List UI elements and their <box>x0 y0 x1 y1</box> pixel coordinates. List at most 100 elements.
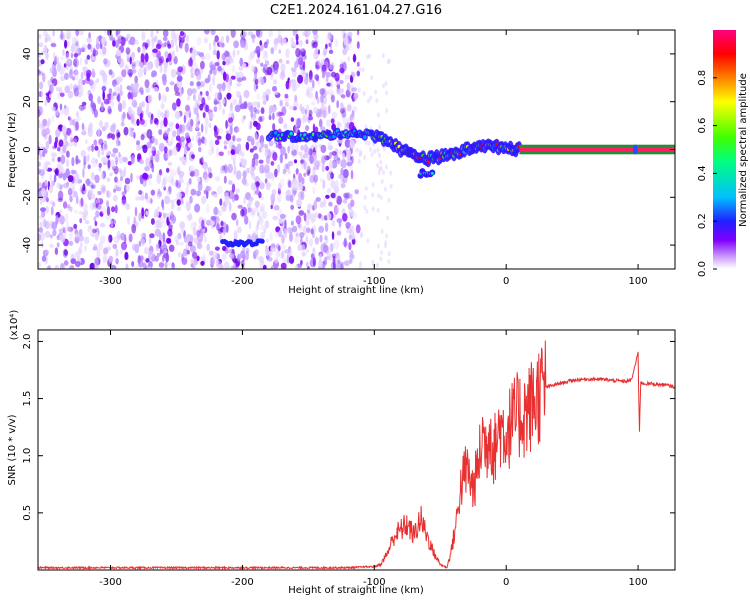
noise-dot <box>108 255 114 263</box>
noise-dot <box>88 79 94 86</box>
noise-dot <box>120 249 123 255</box>
noise-dot <box>96 36 100 46</box>
noise-dot <box>351 71 356 78</box>
noise-dot <box>110 124 116 133</box>
noise-dot <box>210 30 216 36</box>
noise-dot <box>86 37 92 43</box>
noise-dot <box>176 191 182 199</box>
noise-dot <box>134 206 138 217</box>
noise-dot <box>253 207 259 213</box>
noise-dot <box>254 158 259 167</box>
noise-dot <box>107 150 112 156</box>
x-tick-label: 0 <box>503 276 509 287</box>
noise-dot <box>260 62 264 67</box>
noise-dot <box>249 105 254 113</box>
noise-dot <box>46 265 51 269</box>
noise-dot <box>243 31 248 37</box>
noise-dot <box>181 160 187 166</box>
noise-dot <box>65 58 71 65</box>
noise-dot <box>145 264 148 269</box>
noise-dot <box>254 181 261 187</box>
noise-dot <box>151 38 155 49</box>
noise-dot <box>83 202 88 212</box>
snr-line <box>38 340 675 570</box>
noise-dot <box>45 220 50 230</box>
noise-dot <box>141 144 148 149</box>
snr-panel: -300 -200 -100 0 100 0.5 1.0 1.5 2.0 Height of … <box>7 310 676 596</box>
noise-dot <box>183 248 188 257</box>
noise-dot <box>54 109 60 116</box>
noise-dot <box>230 30 236 38</box>
noise-dot <box>140 232 144 239</box>
noise-dot <box>248 54 253 62</box>
noise-dot <box>149 173 153 179</box>
ridge-core <box>289 131 293 136</box>
noise-dot <box>152 48 158 54</box>
noise-dot <box>80 72 84 80</box>
noise-dot <box>214 127 220 136</box>
noise-dot <box>389 184 393 189</box>
noise-dot <box>278 111 284 117</box>
noise-dot <box>103 247 109 255</box>
noise-dot <box>103 58 108 65</box>
noise-dot <box>213 206 219 216</box>
noise-dot <box>98 162 102 168</box>
noise-dot <box>270 264 276 269</box>
noise-dot <box>111 206 116 213</box>
noise-dot <box>210 256 215 266</box>
noise-dot <box>272 215 279 221</box>
noise-dot <box>78 210 84 215</box>
noise-dot <box>68 231 74 241</box>
noise-dot <box>163 151 169 161</box>
noise-dot <box>191 251 198 259</box>
noise-dot <box>181 253 184 262</box>
noise-dot <box>185 104 190 112</box>
noise-dot <box>294 61 299 68</box>
noise-dot <box>150 189 156 196</box>
noise-dot <box>51 106 56 112</box>
noise-dot <box>56 110 59 117</box>
noise-dot <box>231 212 237 221</box>
noise-dot <box>170 169 177 177</box>
noise-dot <box>221 205 227 212</box>
noise-dot <box>351 87 358 92</box>
noise-dot <box>243 196 246 205</box>
noise-dot <box>110 264 117 269</box>
noise-dot <box>272 151 278 161</box>
noise-dot <box>371 182 375 188</box>
noise-dot <box>58 139 64 147</box>
noise-dot <box>233 165 237 175</box>
colorbar-tick-label: 0.0 <box>697 261 708 277</box>
noise-dot <box>40 212 43 218</box>
noise-dot <box>156 150 161 157</box>
noise-dot <box>320 126 326 132</box>
noise-dot <box>214 92 220 101</box>
x-tick-label: 0 <box>503 577 509 588</box>
noise-dot <box>193 168 200 177</box>
noise-dot <box>44 127 51 135</box>
noise-dot <box>74 251 81 259</box>
chart-title: C2E1.2024.161.04.27.G16 <box>270 3 442 18</box>
noise-dot <box>43 30 48 38</box>
noise-dot <box>38 42 44 48</box>
noise-dot <box>167 141 173 147</box>
noise-dot <box>300 190 305 201</box>
noise-dot <box>326 212 332 221</box>
noise-dot <box>216 135 222 140</box>
noise-dot <box>232 171 236 177</box>
noise-dot <box>288 226 291 234</box>
noise-dot <box>266 66 273 76</box>
noise-dot <box>283 38 287 45</box>
noise-dot <box>115 248 119 257</box>
noise-dot <box>164 146 168 154</box>
noise-dot <box>64 213 69 222</box>
noise-dot <box>40 71 44 76</box>
noise-dot <box>255 224 259 231</box>
ridge-core <box>370 131 374 135</box>
noise-dot <box>241 177 247 185</box>
noise-dot <box>200 228 206 238</box>
noise-dot <box>165 167 170 173</box>
noise-dot <box>210 215 217 221</box>
noise-dot <box>47 79 52 85</box>
noise-dot <box>89 122 93 133</box>
